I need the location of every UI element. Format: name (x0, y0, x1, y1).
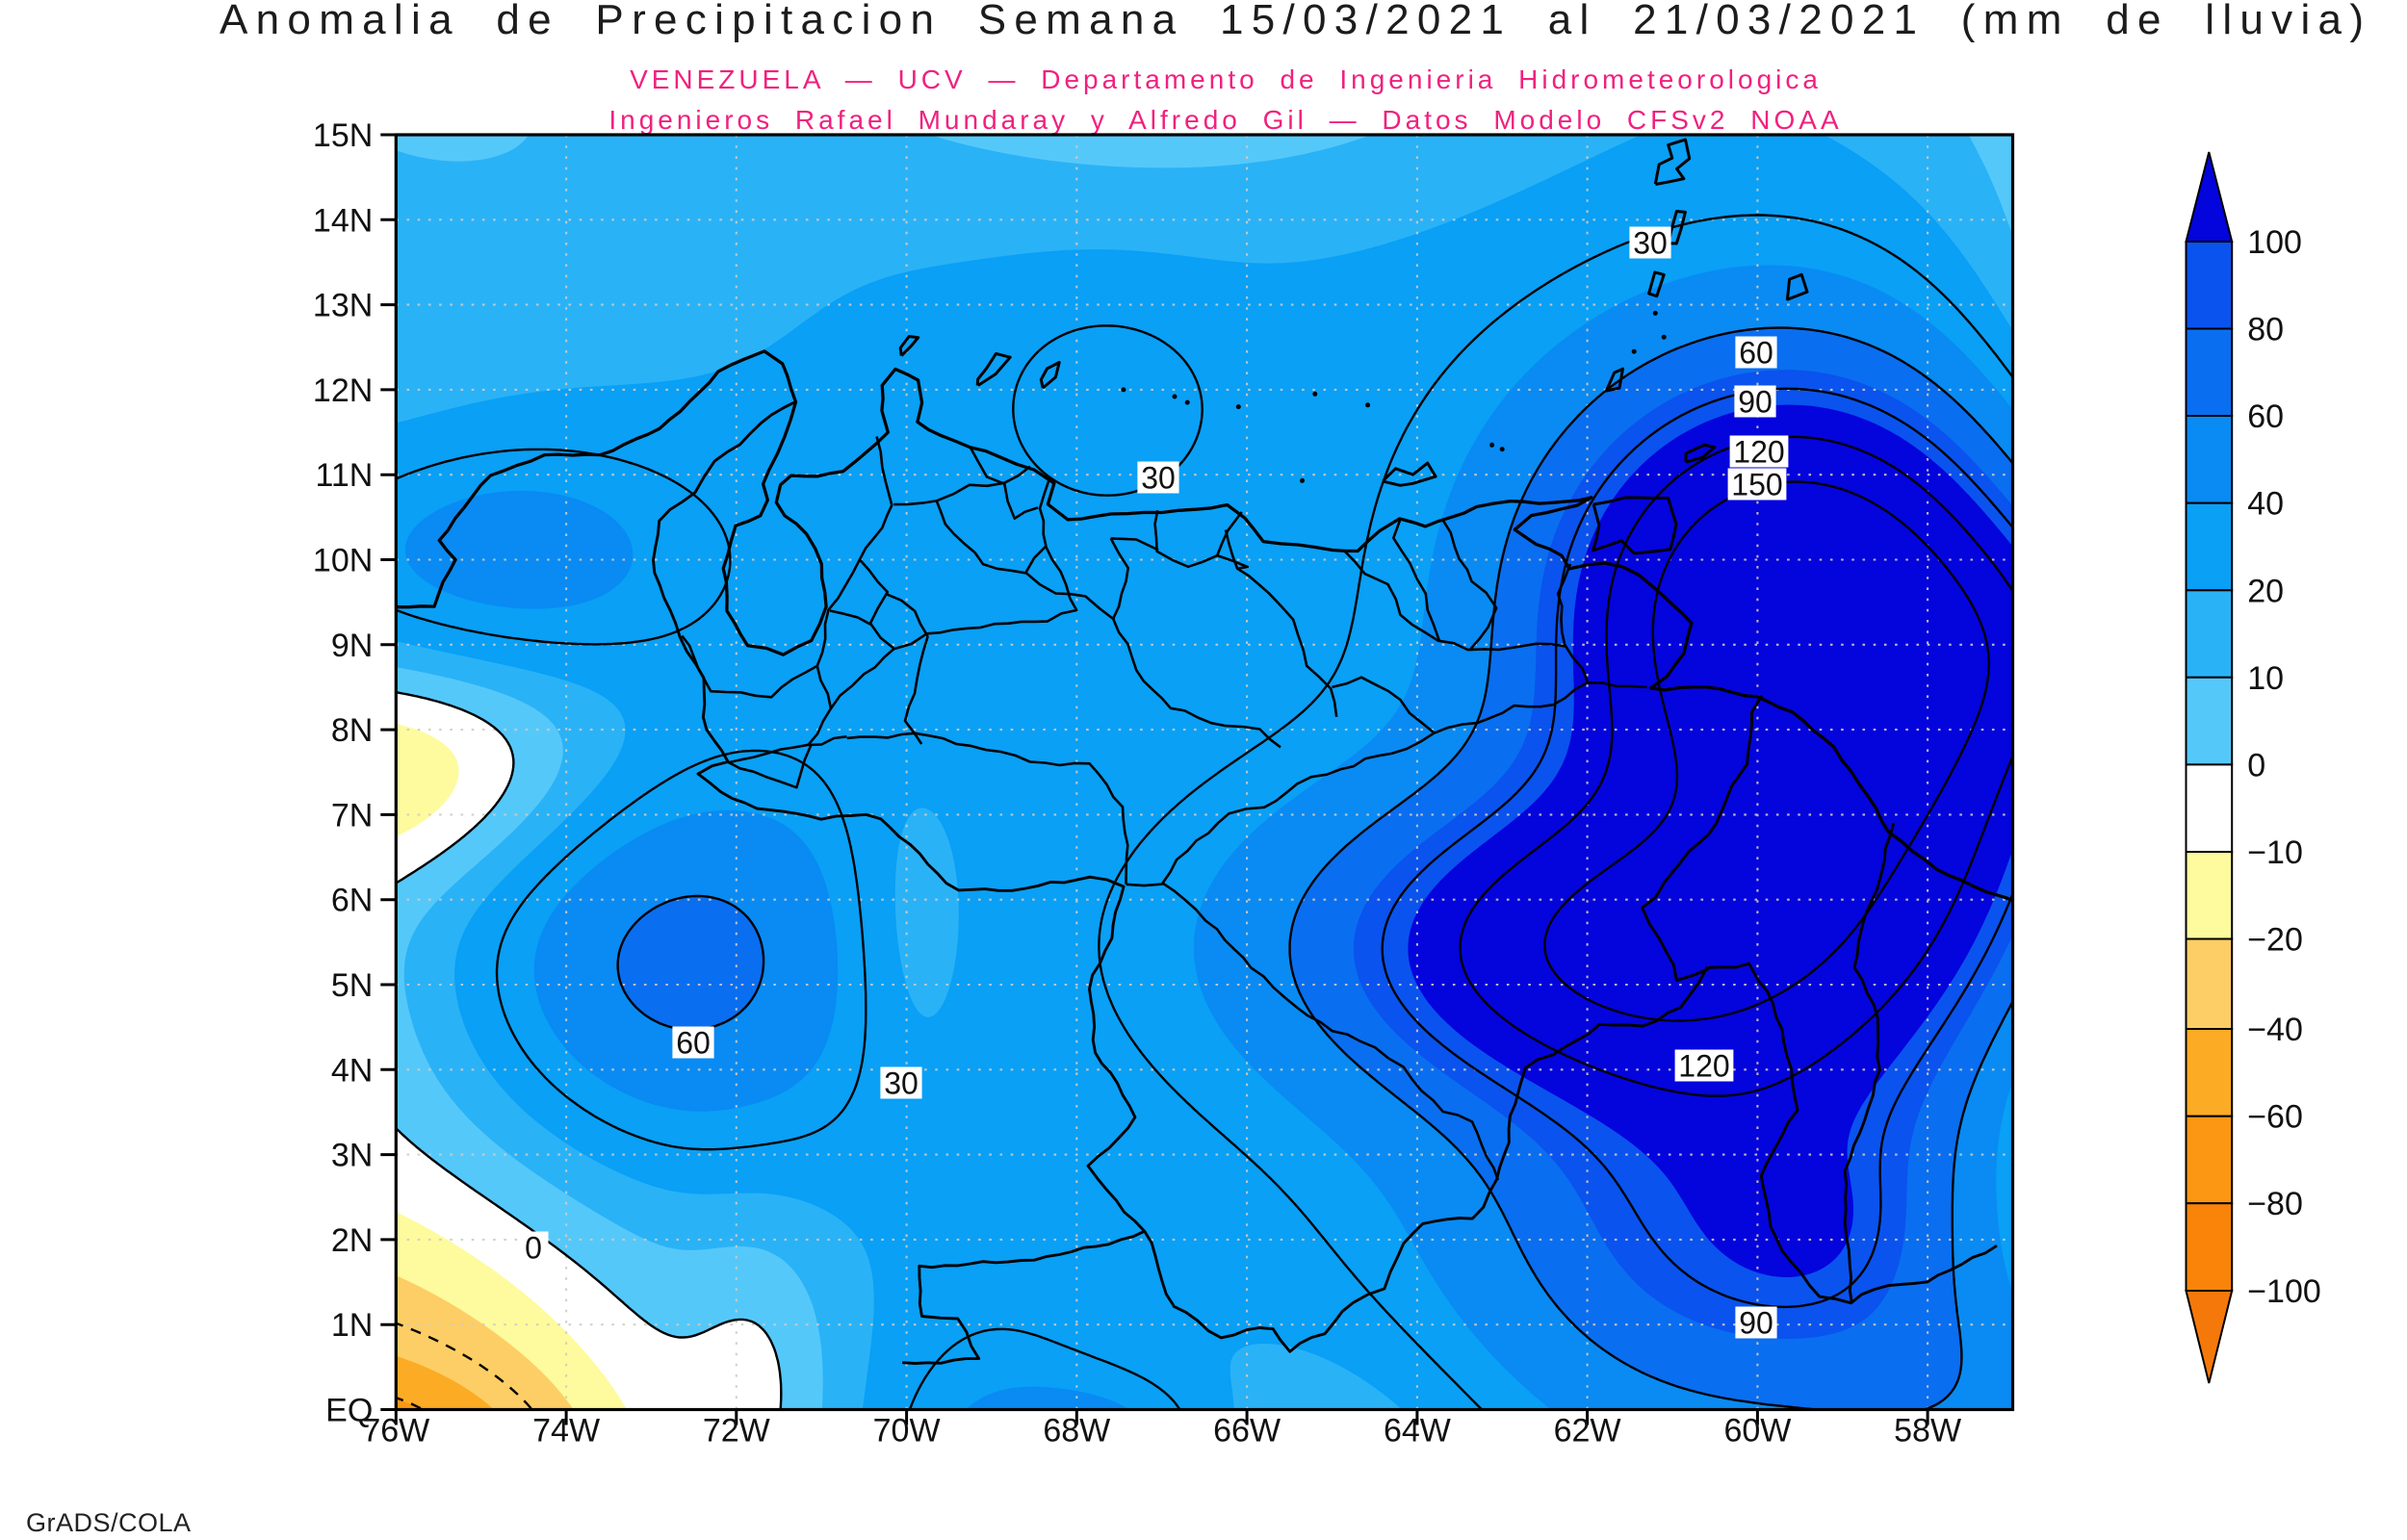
svg-text:64W: 64W (1384, 1413, 1451, 1450)
svg-text:12N: 12N (313, 372, 373, 409)
svg-text:58W: 58W (1894, 1413, 1961, 1450)
svg-text:9N: 9N (331, 628, 373, 664)
svg-text:11N: 11N (315, 457, 373, 494)
svg-text:6N: 6N (331, 883, 373, 919)
svg-text:−10: −10 (2247, 834, 2303, 871)
svg-text:0: 0 (525, 1231, 542, 1266)
svg-text:60: 60 (676, 1026, 711, 1061)
svg-text:30: 30 (884, 1066, 919, 1101)
svg-text:40: 40 (2247, 486, 2284, 523)
svg-text:68W: 68W (1043, 1413, 1110, 1450)
svg-text:15N: 15N (313, 117, 373, 154)
svg-text:10N: 10N (313, 543, 373, 579)
svg-text:120: 120 (1733, 435, 1784, 470)
svg-text:−80: −80 (2247, 1186, 2303, 1222)
svg-text:74W: 74W (532, 1413, 600, 1450)
svg-text:72W: 72W (703, 1413, 770, 1450)
svg-text:70W: 70W (873, 1413, 941, 1450)
svg-text:76W: 76W (362, 1413, 429, 1450)
svg-text:7N: 7N (331, 797, 373, 834)
svg-text:20: 20 (2247, 573, 2284, 609)
svg-text:2N: 2N (331, 1222, 373, 1259)
svg-text:−40: −40 (2247, 1012, 2303, 1048)
svg-text:100: 100 (2247, 224, 2302, 261)
svg-text:90: 90 (1738, 385, 1773, 420)
svg-text:13N: 13N (313, 288, 373, 324)
svg-text:60: 60 (2247, 398, 2284, 435)
svg-text:4N: 4N (331, 1052, 373, 1089)
svg-text:30: 30 (1633, 226, 1668, 261)
svg-text:−20: −20 (2247, 922, 2303, 959)
svg-text:80: 80 (2247, 312, 2284, 348)
svg-text:EQ: EQ (325, 1393, 373, 1429)
svg-text:−60: −60 (2247, 1099, 2303, 1136)
svg-text:0: 0 (2247, 747, 2265, 783)
svg-text:3N: 3N (331, 1138, 373, 1174)
svg-text:62W: 62W (1554, 1413, 1621, 1450)
svg-text:1N: 1N (331, 1307, 373, 1344)
svg-text:8N: 8N (331, 712, 373, 749)
svg-text:60W: 60W (1723, 1413, 1791, 1450)
svg-text:150: 150 (1731, 468, 1782, 502)
svg-text:120: 120 (1678, 1049, 1729, 1084)
svg-text:66W: 66W (1213, 1413, 1281, 1450)
svg-text:30: 30 (1141, 461, 1176, 496)
svg-text:90: 90 (1739, 1306, 1773, 1341)
svg-text:−100: −100 (2247, 1273, 2321, 1310)
svg-text:10: 10 (2247, 660, 2284, 697)
svg-text:5N: 5N (331, 967, 373, 1004)
svg-text:14N: 14N (313, 202, 373, 239)
svg-text:60: 60 (1739, 336, 1773, 371)
